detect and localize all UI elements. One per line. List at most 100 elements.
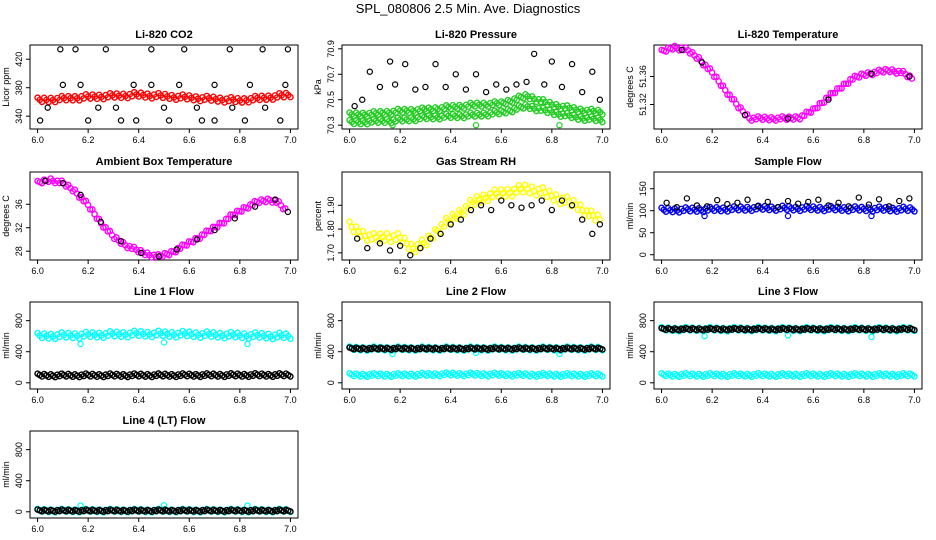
series-1-point: [460, 211, 468, 218]
series-2-point: [84, 117, 92, 124]
series-2-point: [259, 46, 266, 53]
panel-5: Gas Stream RH percent 6.0 6.2 6.4 6.6 6.8 7.0 1.…: [313, 156, 611, 276]
series-3-point: [130, 81, 137, 89]
series-4-point: [472, 71, 480, 78]
series-4-point: [482, 88, 490, 96]
x-tick-label: 6.4: [132, 524, 145, 534]
series-3-point: [875, 196, 883, 203]
series-2-point: [784, 212, 792, 220]
series-2-point: [211, 117, 218, 124]
series-1-point: [352, 223, 360, 230]
x-tick-label: 6.4: [132, 395, 145, 405]
x-tick-label: 7.0: [284, 266, 297, 276]
series-2-point: [498, 197, 505, 204]
y-tick-label: 32: [14, 223, 24, 233]
x-tick-label: 6.8: [234, 266, 247, 276]
series-4-point: [578, 88, 586, 96]
x-tick-label: 7.0: [908, 135, 921, 145]
series-2-point: [578, 216, 586, 223]
x-tick-label: 6.6: [183, 395, 196, 405]
y-tick-label: 100: [638, 203, 648, 218]
series-4-point: [558, 83, 566, 91]
series-3-point: [246, 81, 254, 89]
series-1-point: [724, 91, 731, 99]
x-tick-label: 6.6: [183, 524, 196, 534]
x-tick-label: 7.0: [908, 395, 921, 405]
series-2-point: [181, 46, 188, 53]
series-2-point: [784, 115, 792, 122]
series-2-point: [548, 206, 556, 214]
series-3-point: [724, 200, 731, 208]
x-tick-label: 6.4: [756, 266, 769, 276]
y-tick-label: 70.7: [326, 66, 336, 84]
series-4-point: [422, 83, 429, 91]
series-3-point: [556, 121, 563, 129]
series-1-point: [440, 223, 448, 230]
x-tick-label: 6.8: [234, 135, 247, 145]
series-2-point: [477, 202, 485, 209]
series-2-point: [427, 235, 434, 242]
series-1-point: [513, 189, 520, 196]
y-tick-label: 51.32: [638, 93, 648, 116]
plot-frame: [653, 44, 923, 130]
series-1-point: [519, 188, 527, 196]
x-tick-label: 6.2: [706, 395, 719, 405]
x-tick-label: 6.6: [807, 135, 820, 145]
x-tick-label: 6.4: [756, 135, 769, 145]
series-2-point: [72, 46, 79, 53]
x-tick-label: 6.8: [858, 395, 871, 405]
series-3-point: [825, 202, 832, 209]
y-tick-label: 0: [14, 509, 24, 514]
x-tick-label: 6.6: [183, 266, 196, 276]
x-tick-label: 6.0: [31, 135, 44, 145]
series-2-point: [97, 218, 104, 226]
series-2-point: [558, 197, 566, 204]
y-tick-label: 0: [638, 252, 648, 257]
series-4-point: [530, 50, 538, 58]
series-3-point: [865, 201, 873, 208]
plot-frame: [29, 44, 299, 130]
series-2-point: [825, 96, 832, 103]
series-4-point: [523, 78, 530, 86]
series-4-point: [402, 60, 409, 68]
y-tick-label: 1.70: [326, 244, 336, 262]
series-3-point: [784, 332, 792, 339]
plot-frame: [653, 171, 923, 261]
series-2-point: [198, 117, 206, 124]
series-4-point: [351, 102, 358, 110]
x-tick-label: 6.2: [82, 135, 95, 145]
series-3-point: [754, 203, 761, 210]
y-axis-label: ml/min: [625, 203, 635, 230]
y-tick-label: 400: [638, 344, 648, 359]
series-1-point: [728, 96, 736, 103]
series-2-point: [272, 196, 279, 203]
series-2-point: [36, 117, 44, 124]
series-2-point: [102, 46, 110, 53]
series-3-point: [148, 81, 155, 89]
series-4-point: [596, 96, 604, 103]
series-1-point: [574, 206, 582, 214]
series-1-point: [405, 245, 413, 253]
y-tick-label: 380: [14, 80, 24, 95]
series-2-point: [77, 191, 84, 199]
series-2-point: [277, 117, 284, 124]
series-1-point: [471, 201, 479, 208]
series-4-point: [412, 86, 419, 93]
plot-frame: [341, 44, 611, 130]
series-2-point: [59, 179, 67, 187]
y-tick-label: 1.90: [326, 197, 336, 215]
series-2-point: [244, 340, 251, 348]
series-3-point: [59, 81, 67, 89]
series-3-point: [175, 81, 183, 89]
series-4-point: [568, 60, 576, 68]
series-2-point: [165, 117, 173, 124]
series-3-point: [703, 203, 711, 210]
panel-8: Line 2 Flow ml/min 6.0 6.2 6.4 6.6 6.8 7.0 0 400 8…: [313, 286, 611, 405]
x-tick-label: 6.6: [495, 395, 508, 405]
series-3-point: [784, 197, 792, 205]
y-tick-label: 400: [14, 344, 24, 359]
series-1-point: [287, 93, 294, 101]
series-3-point: [77, 81, 84, 89]
panel-title: Gas Stream RH: [436, 156, 516, 168]
series-4-point: [391, 81, 399, 88]
